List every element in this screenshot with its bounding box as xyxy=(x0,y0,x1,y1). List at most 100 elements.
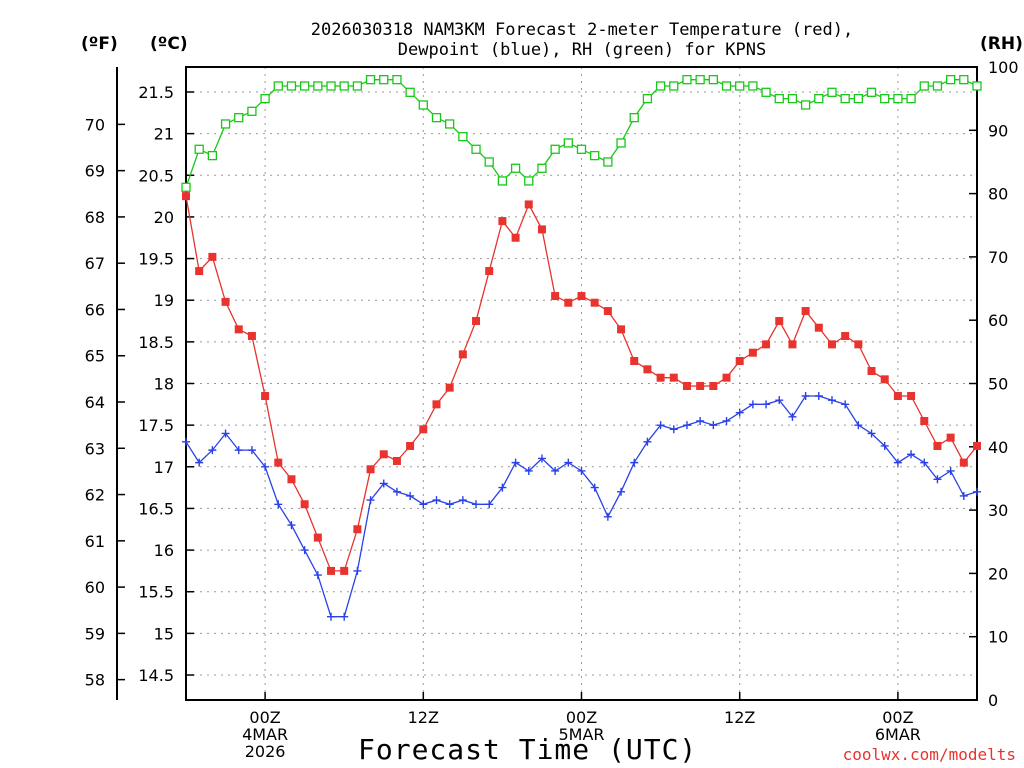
temperature-point xyxy=(445,383,454,392)
rh-point xyxy=(629,112,639,123)
temperature-point xyxy=(577,292,586,301)
rh-point xyxy=(234,112,244,123)
rh-point xyxy=(840,94,850,104)
x-tick-label: 12Z xyxy=(408,708,439,727)
dewpoint-point xyxy=(537,454,546,463)
temperature-point xyxy=(907,391,916,400)
rh-point xyxy=(972,81,982,91)
temperature-point xyxy=(669,373,678,382)
rh-tick-label: 80 xyxy=(988,185,1008,204)
dewpoint-point xyxy=(762,400,771,409)
rh-point xyxy=(497,176,508,186)
rh-point xyxy=(576,144,587,154)
temperature-point xyxy=(340,566,349,575)
dewpoint-point xyxy=(827,396,836,405)
x-tick-label: 2026 xyxy=(245,742,286,761)
rh-point xyxy=(945,75,956,85)
x-tick-label: 00Z xyxy=(882,708,913,727)
temperature-point xyxy=(775,317,784,326)
rh-tick-label: 100 xyxy=(988,58,1019,77)
dewpoint-point xyxy=(379,479,388,488)
dewpoint-point xyxy=(458,496,467,505)
fahrenheit-tick-label: 60 xyxy=(85,578,105,597)
rh-point xyxy=(299,81,310,91)
dewpoint-point xyxy=(722,416,731,425)
dewpoint-point xyxy=(880,441,889,450)
rh-point xyxy=(853,94,863,104)
dewpoint-point xyxy=(788,412,797,421)
rh-point xyxy=(181,182,191,192)
rh-point xyxy=(814,94,824,104)
temperature-point xyxy=(313,533,322,542)
rh-point xyxy=(484,157,494,167)
x-tick-label: 6MAR xyxy=(875,725,921,744)
celsius-tick-label: 20.5 xyxy=(138,166,174,185)
dewpoint-point xyxy=(946,466,955,475)
temperature-point xyxy=(893,391,902,400)
temperature-point xyxy=(801,307,810,316)
rh-point xyxy=(932,81,943,91)
dewpoint-point xyxy=(208,446,217,455)
temperature-point xyxy=(814,323,823,332)
rh-point xyxy=(339,81,349,91)
rh-point xyxy=(787,94,798,104)
celsius-tick-label: 16.5 xyxy=(138,499,174,518)
fahrenheit-tick-label: 70 xyxy=(85,115,105,134)
temperature-point xyxy=(946,433,955,442)
fahrenheit-tick-label: 65 xyxy=(85,347,105,366)
fahrenheit-tick-label: 64 xyxy=(85,393,105,412)
temperature-point xyxy=(762,340,771,349)
rh-point xyxy=(603,157,613,167)
fahrenheit-tick-label: 68 xyxy=(85,208,105,227)
fahrenheit-tick-label: 69 xyxy=(85,162,105,181)
dewpoint-point xyxy=(867,429,876,438)
rh-tick-label: 90 xyxy=(988,121,1008,140)
rh-point xyxy=(906,94,916,104)
temperature-point xyxy=(722,373,731,382)
rh-point xyxy=(721,81,732,91)
fahrenheit-tick-label: 67 xyxy=(85,254,105,273)
temperature-point xyxy=(748,348,757,357)
rh-point xyxy=(695,75,705,85)
celsius-tick-label: 14.5 xyxy=(138,666,174,685)
dewpoint-markers xyxy=(182,391,981,621)
rh-point xyxy=(708,75,718,85)
temperature-point xyxy=(880,375,889,384)
dewpoint-point xyxy=(195,458,204,467)
temperature-point xyxy=(524,200,533,209)
dewpoint-point xyxy=(498,483,507,492)
rh-point xyxy=(748,81,758,91)
rh-point xyxy=(260,94,270,104)
rh-point xyxy=(550,144,560,154)
temperature-point xyxy=(643,365,652,374)
celsius-tick-label: 18.5 xyxy=(138,333,174,352)
celsius-tick-label: 21 xyxy=(154,125,174,144)
rh-point xyxy=(379,75,389,85)
chart-title-line-2: Dewpoint (blue), RH (green) for KPNS xyxy=(397,40,767,60)
x-tick-label: 00Z xyxy=(566,708,597,727)
rh-point xyxy=(220,119,231,129)
dewpoint-point xyxy=(775,396,784,405)
temperature-point xyxy=(709,381,718,390)
celsius-tick-label: 17 xyxy=(154,458,174,477)
temperature-point xyxy=(406,441,415,450)
dewpoint-point xyxy=(841,400,850,409)
dewpoint-point xyxy=(182,437,190,446)
temperature-point xyxy=(854,340,863,349)
celsius-tick-label: 18 xyxy=(154,375,174,394)
rh-point xyxy=(827,87,837,97)
dewpoint-point xyxy=(617,487,626,496)
dewpoint-point xyxy=(287,521,296,530)
temperature-point xyxy=(247,332,256,341)
rh-point xyxy=(524,176,534,186)
rh-point xyxy=(458,131,468,142)
celsius-tick-label: 20 xyxy=(154,208,174,227)
source-credit: coolwx.com/modelts xyxy=(842,745,1016,764)
fahrenheit-tick-label: 58 xyxy=(85,671,105,690)
rh-point xyxy=(642,94,653,104)
rh-point xyxy=(682,75,692,85)
temperature-point xyxy=(735,357,744,366)
temperature-point xyxy=(933,441,942,450)
dewpoint-point xyxy=(933,475,942,484)
rh-point xyxy=(563,138,573,148)
